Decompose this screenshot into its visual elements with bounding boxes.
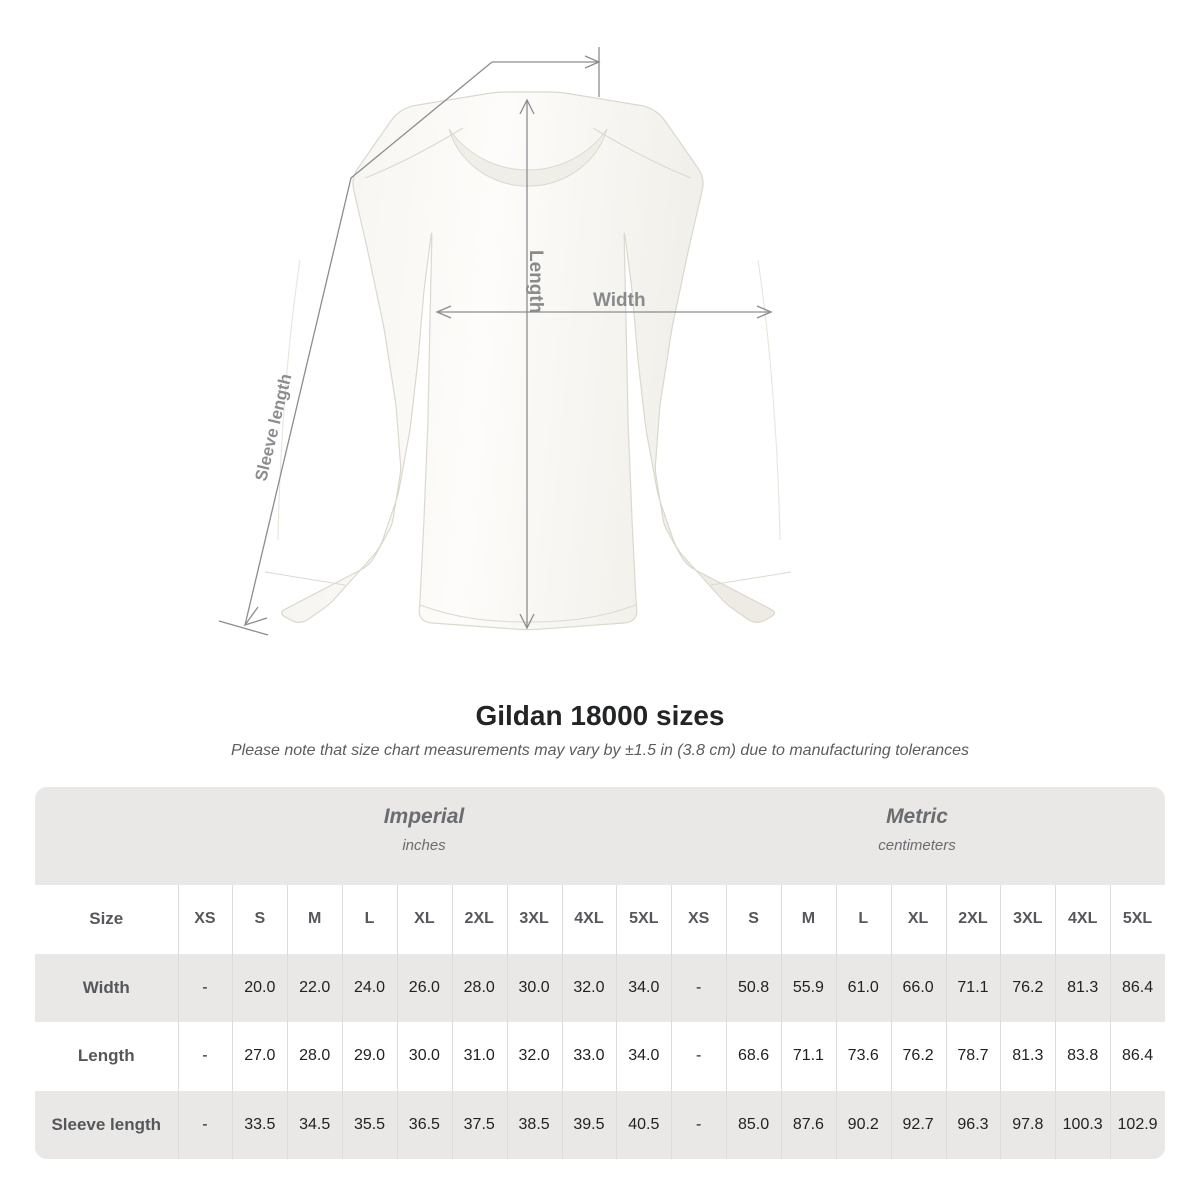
svg-text:Sleeve length: Sleeve length [251,372,295,483]
svg-text:Width: Width [593,290,646,311]
svg-text:Length: Length [525,250,546,313]
